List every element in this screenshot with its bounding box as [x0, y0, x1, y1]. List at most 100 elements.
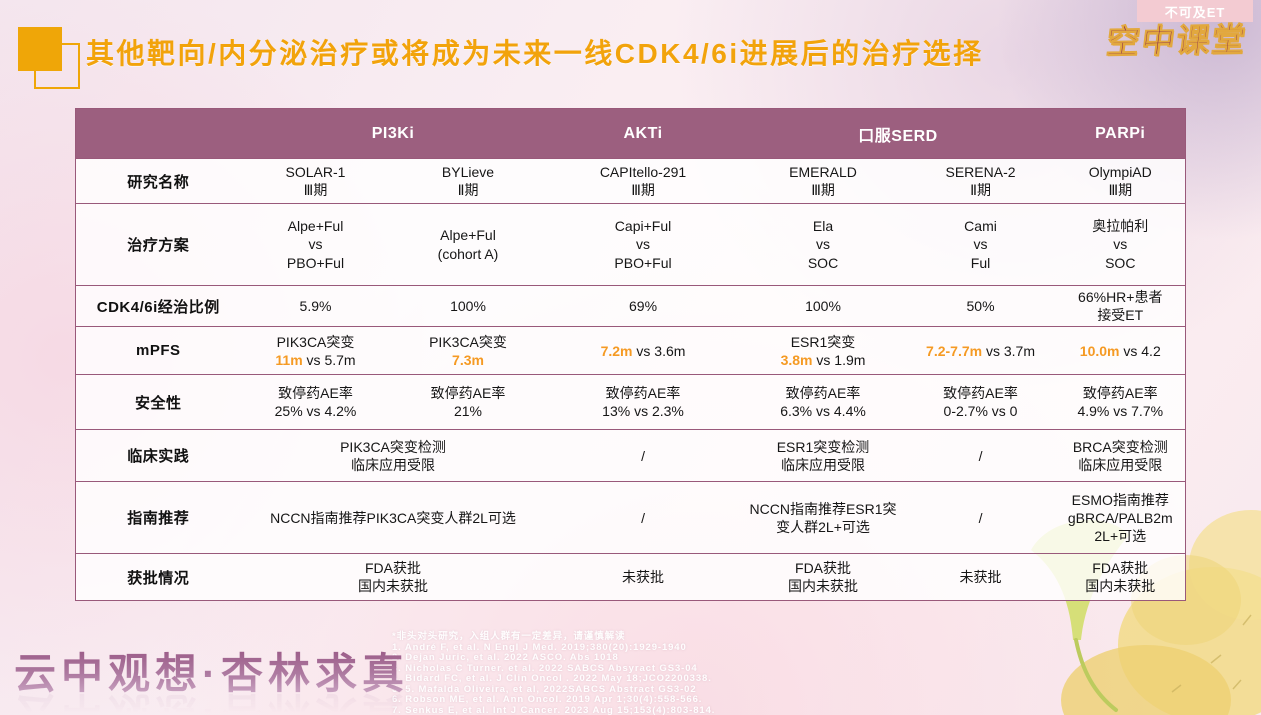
cell-line: EMERALD	[789, 163, 857, 180]
table-row: 临床实践 PIK3CA突变检测 临床应用受限 / ESR1突变检测 临床应用受限 / BRCA…	[75, 429, 1186, 483]
cell-line: Alpe+Ful	[287, 218, 344, 235]
cell-line: vs	[308, 236, 323, 253]
table-cell: Alpe+Ful vs PBO+Ful	[240, 203, 391, 286]
cell-line: 接受ET	[1097, 307, 1144, 324]
cell-line: 4.9% vs 7.7%	[1077, 403, 1164, 420]
table-row: CDK4/6i经治比例 5.9% 100% 69% 100% 50% 66%HR+患者 接受E…	[75, 284, 1186, 328]
cell-line: 致停药AE率	[943, 385, 1018, 402]
table-row: 指南推荐 NCCN指南推荐PIK3CA突变人群2L可选 / NCCN指南推荐ESR1突…	[75, 481, 1186, 555]
cell-line: PIK3CA突变	[276, 333, 355, 350]
cell-line: 6.3% vs 4.4%	[780, 403, 866, 420]
cell-line: FDA获批	[365, 560, 421, 577]
table-cell: 未获批	[545, 553, 741, 602]
cell-line: ESMO指南推荐	[1071, 491, 1169, 508]
cell-line: 致停药AE率	[785, 385, 861, 402]
row-label: mPFS	[75, 326, 241, 376]
footnote-line: 3. Nicholas C Turner. et al. 2022 SABCS …	[392, 662, 698, 674]
column-header: 口服SERD	[740, 108, 1056, 159]
comparison-table: PI3Ki AKTi 口服SERD PARPi 研究名称 SOLAR-1 Ⅲ期 BYLiev…	[75, 108, 1187, 602]
table-cell: 致停药AE率 6.3% vs 4.4%	[740, 374, 906, 431]
table-cell: 100%	[740, 284, 906, 328]
cell-line: SOC	[807, 254, 839, 271]
cell-line: 奥拉帕利	[1092, 218, 1149, 235]
title-bar: 其他靶向/内分泌治疗或将成为未来一线CDK4/6i进展后的治疗选择	[18, 22, 1241, 92]
column-header: PARPi	[1055, 108, 1186, 159]
table-cell: 致停药AE率 4.9% vs 7.7%	[1055, 374, 1186, 431]
cell-line: vs	[973, 236, 988, 253]
cell-line: Ⅲ期	[303, 182, 328, 198]
table-cell: 未获批	[905, 553, 1056, 602]
cell-line: FDA获批	[1092, 560, 1149, 577]
cell-line: Ⅱ期	[457, 182, 479, 198]
cell-line: PIK3CA突变检测	[340, 438, 446, 455]
footnote-line: 2. Dejan Juric, et al. 2022 ASCO. Abs 10…	[392, 652, 619, 663]
brand-logo: 空中课堂	[1104, 20, 1250, 61]
table-cell: BRCA突变检测 临床应用受限	[1055, 429, 1186, 483]
cell-line: 50%	[966, 298, 995, 315]
table-cell: SERENA-2 Ⅱ期	[905, 158, 1056, 204]
cell-line: BYLieve	[441, 163, 495, 180]
cell-line: PBO+Ful	[286, 254, 345, 271]
cell-line: 3.8m vs 1.9m	[744, 351, 903, 369]
highlight-value: 11m	[275, 351, 303, 368]
cell-line: 临床应用受限	[781, 456, 866, 473]
cell-line: Ful	[970, 254, 991, 271]
cell-line: SOLAR-1	[285, 163, 346, 180]
row-label: 研究名称	[75, 158, 241, 204]
cell-line: NCCN指南推荐PIK3CA突变人群2L可选	[270, 509, 516, 526]
table-cell: ESMO指南推荐 gBRCA/PALB2m 2L+可选	[1055, 481, 1186, 555]
table-cell: 致停药AE率 13% vs 2.3%	[545, 374, 741, 431]
cell-line: 致停药AE率	[278, 385, 353, 402]
table-cell: 66%HR+患者 接受ET	[1055, 284, 1186, 328]
footnotes: *非头对头研究，入组人群有一定差异，请谨慎解读 1. André F, et al…	[392, 631, 952, 715]
table-cell: PIK3CA突变 11m vs 5.7m	[240, 326, 391, 376]
table-cell: FDA获批 国内未获批	[740, 553, 906, 602]
row-label: 指南推荐	[75, 481, 241, 555]
cell-line: FDA获批	[795, 560, 852, 577]
table-cell: 10.0m vs 4.2	[1055, 326, 1186, 376]
cell-line: CAPItello-291	[599, 163, 687, 180]
table-cell: 50%	[905, 284, 1056, 328]
cell-line: 7.2m vs 3.6m	[549, 342, 738, 360]
table-row: mPFS PIK3CA突变 11m vs 5.7m PIK3CA突变 7.3m 7.2m …	[75, 326, 1186, 376]
table-row: 获批情况 FDA获批 国内未获批 未获批 FDA获批 国内未获批 未获批 FDA获批 国内未获批	[75, 553, 1186, 602]
table-cell: CAPItello-291 Ⅲ期	[545, 158, 741, 204]
cell-line: Ⅲ期	[631, 182, 655, 198]
column-header	[75, 108, 241, 159]
table-cell: PIK3CA突变检测 临床应用受限	[240, 429, 546, 483]
cell-line: 临床应用受限	[1078, 456, 1163, 473]
cell-line: 13% vs 2.3%	[602, 403, 684, 420]
cell-line: 致停药AE率	[430, 385, 506, 402]
table-row: 安全性 致停药AE率 25% vs 4.2% 致停药AE率 21% 致停药AE率 13% v…	[75, 374, 1186, 431]
cell-line: Ⅲ期	[1108, 182, 1133, 198]
cell-line: ESR1突变检测	[776, 438, 870, 455]
highlight-value: 7.3m	[452, 351, 484, 368]
footnote-line: 1. André F, et al. N Engl J Med. 2019;38…	[392, 641, 687, 653]
column-header: AKTi	[545, 108, 741, 159]
table-cell: OlympiAD Ⅲ期	[1055, 158, 1186, 204]
value-text: vs 1.9m	[812, 351, 866, 368]
highlight-value: 7.2-7.7m	[926, 342, 983, 359]
cell-line: vs	[636, 236, 651, 253]
table-cell: 100%	[390, 284, 546, 328]
table-cell: 7.2-7.7m vs 3.7m	[905, 326, 1056, 376]
table-cell: SOLAR-1 Ⅲ期	[240, 158, 391, 204]
cell-line: 致停药AE率	[1082, 385, 1158, 402]
table-cell: /	[905, 481, 1056, 555]
cell-line: SERENA-2	[945, 163, 1016, 180]
cell-line: /	[978, 447, 983, 464]
cell-line: Capi+Ful	[614, 218, 672, 235]
cell-line: 7.2-7.7m vs 3.7m	[909, 342, 1053, 360]
table-row: 研究名称 SOLAR-1 Ⅲ期 BYLieve Ⅱ期 CAPItello-291 Ⅲ期 EME…	[75, 158, 1186, 204]
table-cell: FDA获批 国内未获批	[1055, 553, 1186, 602]
row-label: 安全性	[75, 374, 241, 431]
table-cell: PIK3CA突变 7.3m	[390, 326, 546, 376]
page-title: 其他靶向/内分泌治疗或将成为未来一线CDK4/6i进展后的治疗选择	[86, 38, 984, 69]
table-cell: EMERALD Ⅲ期	[740, 158, 906, 204]
cell-line: OlympiAD	[1088, 163, 1152, 180]
table-cell: Ela vs SOC	[740, 203, 906, 286]
cell-line: 国内未获批	[788, 578, 859, 595]
cell-line: 10.0m vs 4.2	[1059, 342, 1183, 360]
cell-line: vs	[1113, 236, 1128, 253]
footnote-line: 4. Bidard FC, et al. J Clin Oncol . 2022…	[392, 673, 712, 684]
